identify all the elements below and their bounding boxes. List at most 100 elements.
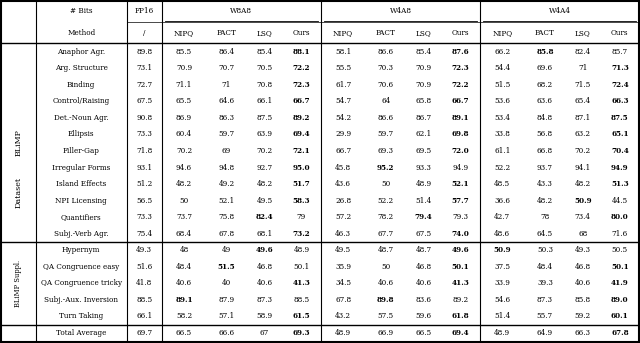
Text: 43.6: 43.6 (335, 180, 351, 188)
Text: Island Effects: Island Effects (56, 180, 106, 188)
Text: 64.6: 64.6 (218, 97, 235, 105)
Text: 49.5: 49.5 (335, 246, 351, 254)
Text: 73.4: 73.4 (575, 213, 591, 221)
Text: 89.2: 89.2 (292, 114, 310, 122)
Text: 71: 71 (222, 81, 231, 89)
Text: 58.2: 58.2 (176, 312, 192, 320)
Text: 36.6: 36.6 (494, 197, 510, 204)
Text: NIPQ: NIPQ (174, 29, 194, 37)
Text: 83.6: 83.6 (415, 296, 431, 304)
Text: 40.6: 40.6 (575, 279, 591, 287)
Text: 72.2: 72.2 (292, 64, 310, 72)
Text: 63.6: 63.6 (537, 97, 553, 105)
Text: 95.2: 95.2 (377, 164, 394, 172)
Text: 40: 40 (222, 279, 231, 287)
Text: 66.1: 66.1 (136, 312, 152, 320)
Text: 70.9: 70.9 (415, 64, 432, 72)
Text: 43.2: 43.2 (335, 312, 351, 320)
Text: 45.8: 45.8 (335, 164, 351, 172)
Text: 50.5: 50.5 (612, 246, 628, 254)
Text: 46.3: 46.3 (335, 230, 351, 238)
Text: QA Congruence tricky: QA Congruence tricky (41, 279, 122, 287)
Text: 59.6: 59.6 (415, 312, 432, 320)
Text: 66.7: 66.7 (292, 97, 310, 105)
Text: 48.2: 48.2 (257, 180, 273, 188)
Text: 69.3: 69.3 (378, 147, 394, 155)
Text: 82.4: 82.4 (255, 213, 273, 221)
Text: 69.7: 69.7 (136, 330, 152, 338)
Text: 58.9: 58.9 (257, 312, 273, 320)
Text: 63.2: 63.2 (575, 130, 591, 139)
Text: 72.2: 72.2 (452, 81, 470, 89)
Text: 85.4: 85.4 (257, 48, 273, 56)
Text: Arg. Structure: Arg. Structure (55, 64, 108, 72)
Text: PACT: PACT (376, 29, 396, 37)
Text: 41.8: 41.8 (136, 279, 152, 287)
Text: 95.0: 95.0 (292, 164, 310, 172)
Text: 66.9: 66.9 (378, 330, 394, 338)
Text: 29.9: 29.9 (335, 130, 351, 139)
Text: 89.1: 89.1 (452, 114, 470, 122)
Text: FP16: FP16 (134, 8, 154, 15)
Text: 64.9: 64.9 (537, 330, 553, 338)
Text: Turn Taking: Turn Taking (59, 312, 103, 320)
Text: 48.9: 48.9 (335, 330, 351, 338)
Text: 61.5: 61.5 (292, 312, 310, 320)
Text: 62.1: 62.1 (415, 130, 432, 139)
Text: 94.1: 94.1 (575, 164, 591, 172)
Text: 66.7: 66.7 (335, 147, 351, 155)
Text: 68.1: 68.1 (257, 230, 273, 238)
Text: 40.6: 40.6 (415, 279, 432, 287)
Text: 78.2: 78.2 (378, 213, 394, 221)
Text: 69.5: 69.5 (415, 147, 432, 155)
Text: 56.8: 56.8 (537, 130, 553, 139)
Text: 79.3: 79.3 (452, 213, 468, 221)
Text: 50.1: 50.1 (611, 263, 628, 271)
Text: 61.7: 61.7 (335, 81, 351, 89)
Text: 46.8: 46.8 (415, 263, 432, 271)
Text: 60.1: 60.1 (611, 312, 628, 320)
Text: 59.7: 59.7 (218, 130, 235, 139)
Text: 51.6: 51.6 (136, 263, 152, 271)
Text: 57.1: 57.1 (218, 312, 235, 320)
Text: PACT: PACT (216, 29, 236, 37)
Text: Hypernym: Hypernym (62, 246, 100, 254)
Text: 70.9: 70.9 (176, 64, 192, 72)
Text: 87.5: 87.5 (257, 114, 273, 122)
Text: 80.0: 80.0 (611, 213, 628, 221)
Text: BLiMP: BLiMP (14, 129, 22, 156)
Text: 48.5: 48.5 (494, 180, 510, 188)
Text: 51.5: 51.5 (218, 263, 236, 271)
Text: LSQ: LSQ (257, 29, 273, 37)
Text: 79.4: 79.4 (415, 213, 433, 221)
Text: 59.7: 59.7 (378, 130, 394, 139)
Text: 87.6: 87.6 (452, 48, 470, 56)
Text: Binding: Binding (67, 81, 95, 89)
Text: NPI Licensing: NPI Licensing (55, 197, 107, 204)
Text: QA Congruence easy: QA Congruence easy (43, 263, 119, 271)
Text: 71.5: 71.5 (575, 81, 591, 89)
Text: 49.3: 49.3 (575, 246, 591, 254)
Text: 68: 68 (578, 230, 588, 238)
Text: W4A4: W4A4 (548, 8, 571, 15)
Text: 52.1: 52.1 (218, 197, 235, 204)
Text: 66.6: 66.6 (218, 330, 235, 338)
Text: # Bits: # Bits (70, 8, 92, 15)
Text: 49.2: 49.2 (218, 180, 235, 188)
Text: 70.2: 70.2 (575, 147, 591, 155)
Text: 41.3: 41.3 (292, 279, 310, 287)
Text: 54.4: 54.4 (494, 64, 510, 72)
Text: 44.5: 44.5 (612, 197, 628, 204)
Text: 65.5: 65.5 (176, 97, 192, 105)
Text: 50: 50 (179, 197, 189, 204)
Text: 54.2: 54.2 (335, 114, 351, 122)
Text: /: / (143, 29, 145, 37)
Text: 66.5: 66.5 (176, 330, 192, 338)
Text: 40.6: 40.6 (176, 279, 192, 287)
Text: 86.9: 86.9 (176, 114, 192, 122)
Text: 69.6: 69.6 (537, 64, 553, 72)
Text: Ours: Ours (292, 29, 310, 37)
Text: 72.1: 72.1 (292, 147, 310, 155)
Text: 43.3: 43.3 (537, 180, 553, 188)
Text: 67.8: 67.8 (218, 230, 235, 238)
